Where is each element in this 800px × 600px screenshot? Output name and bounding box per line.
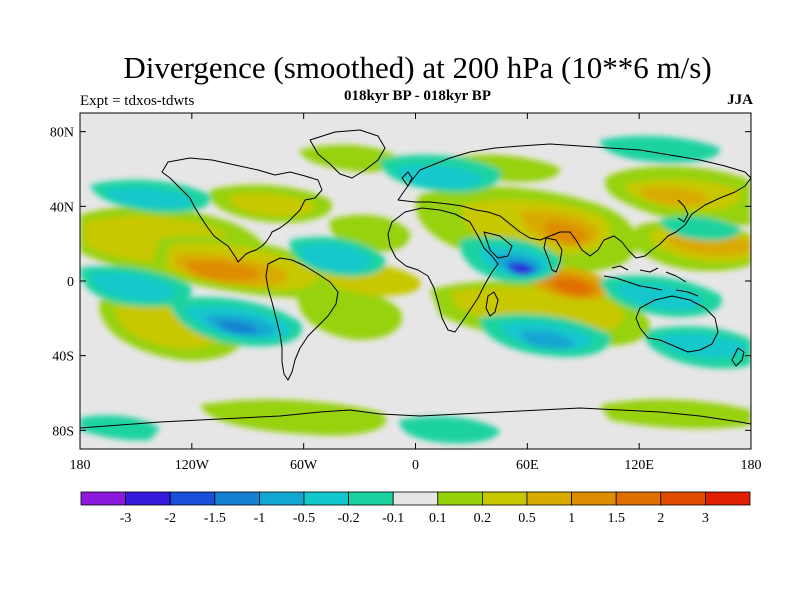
colorbar-label: -1 <box>254 511 266 526</box>
negative-band <box>395 165 483 189</box>
coastline-south-america <box>265 257 339 381</box>
positive-band <box>200 399 387 436</box>
lon-tick-label: 0 <box>412 458 419 473</box>
colorbar-swatch <box>660 491 706 506</box>
positive-band <box>667 232 751 256</box>
coastline-africa <box>387 207 499 333</box>
colorbar-swatch <box>526 491 572 506</box>
negative-band <box>600 135 721 163</box>
colorbar-label: -0.1 <box>382 511 404 526</box>
lon-tick-label: 120E <box>624 458 654 473</box>
colorbar-swatch <box>481 491 528 506</box>
colorbar-swatch <box>392 491 439 506</box>
negative-band <box>615 283 703 310</box>
colorbar-label: 0.5 <box>518 511 536 526</box>
lat-tick-label: 0 <box>67 275 74 290</box>
map-panel: 180 120W 60W 0 60E 120E 180 80N 40N 0 40S 80S <box>50 112 762 473</box>
colorbar-swatch <box>80 491 126 506</box>
colorbar-label: 3 <box>702 511 709 526</box>
lat-tick-label: 40S <box>52 350 74 365</box>
positive-band <box>554 279 592 295</box>
lat-tick-label: 80N <box>50 126 74 141</box>
colorbar: -3 -2 -1.5 -1 -0.5 -0.2 -0.1 0.1 0.2 0.5 1 1.5 2 3 <box>80 491 751 526</box>
positive-band <box>185 260 261 281</box>
colorbar-label: 1.5 <box>607 511 625 526</box>
season-label: JJA <box>727 92 753 108</box>
negative-band <box>90 272 176 301</box>
coastline-australia <box>635 295 719 353</box>
positive-band <box>229 193 315 217</box>
map-subtitle: 018kyr BP - 018kyr BP <box>344 88 491 104</box>
positive-band <box>300 144 401 172</box>
colorbar-label: 1 <box>568 511 575 526</box>
coastline-madagascar <box>485 291 499 317</box>
lon-tick-label: 60E <box>516 458 539 473</box>
positive-band <box>544 221 588 245</box>
colorbar-swatch <box>348 491 394 506</box>
coastline-japan <box>677 199 689 223</box>
negative-band <box>660 333 746 358</box>
coastline-indonesia <box>603 265 699 297</box>
colorbar-label: -0.2 <box>338 511 360 526</box>
negative-band <box>218 321 258 334</box>
lon-tick-label: 60W <box>290 458 318 473</box>
colorbar-swatch <box>258 491 305 506</box>
lat-tick-label: 80S <box>52 424 74 439</box>
negative-band <box>520 330 575 349</box>
lon-tick-label: 120W <box>175 458 210 473</box>
colorbar-swatch <box>125 491 171 506</box>
colorbar-swatch <box>169 491 216 506</box>
positive-band <box>600 399 751 429</box>
latitude-ticks: 80N 40N 0 40S 80S <box>50 126 751 439</box>
colorbar-swatch <box>571 491 617 506</box>
coastline-antarctica <box>80 407 751 429</box>
colorbar-swatch <box>615 491 662 506</box>
positive-band <box>640 187 709 206</box>
coastline-north-america <box>161 157 323 263</box>
colorbar-label: 2 <box>657 511 664 526</box>
longitude-ticks: 180 120W 60W 0 60E 120E 180 <box>70 113 762 473</box>
colorbar-label: 0.2 <box>474 511 492 526</box>
negative-band <box>660 216 741 241</box>
coastline-india <box>543 237 563 273</box>
colorbar-swatch <box>437 491 483 506</box>
colorbar-label: 0.1 <box>429 511 447 526</box>
coastline-uk <box>401 171 413 187</box>
experiment-label: Expt = tdxos-tdwts <box>80 93 195 109</box>
positive-band <box>298 286 402 340</box>
divergence-field <box>80 135 751 444</box>
colorbar-label: -2 <box>164 511 176 526</box>
lon-tick-label: 180 <box>70 458 91 473</box>
lat-tick-label: 40N <box>50 200 74 215</box>
map-title: Divergence (smoothed) at 200 hPa (10**6 … <box>123 50 712 85</box>
colorbar-swatch <box>214 491 260 506</box>
coastline-eurasia <box>397 143 751 259</box>
colorbar-swatch <box>705 491 751 506</box>
negative-band <box>80 415 160 441</box>
colorbar-label: -1.5 <box>204 511 226 526</box>
negative-band <box>515 265 530 275</box>
coastlines <box>80 129 751 429</box>
negative-band <box>105 187 193 209</box>
colorbar-label: -0.5 <box>293 511 315 526</box>
negative-band <box>299 243 372 272</box>
coastline-greenland <box>309 129 386 179</box>
negative-band <box>399 416 500 444</box>
lon-tick-label: 180 <box>741 458 762 473</box>
coastline-arabia <box>483 231 513 259</box>
coastline-new-zealand <box>731 347 745 367</box>
colorbar-swatch <box>303 491 349 506</box>
colorbar-label: -3 <box>120 511 132 526</box>
